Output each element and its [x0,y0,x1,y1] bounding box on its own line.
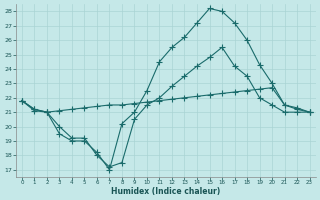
X-axis label: Humidex (Indice chaleur): Humidex (Indice chaleur) [111,187,220,196]
